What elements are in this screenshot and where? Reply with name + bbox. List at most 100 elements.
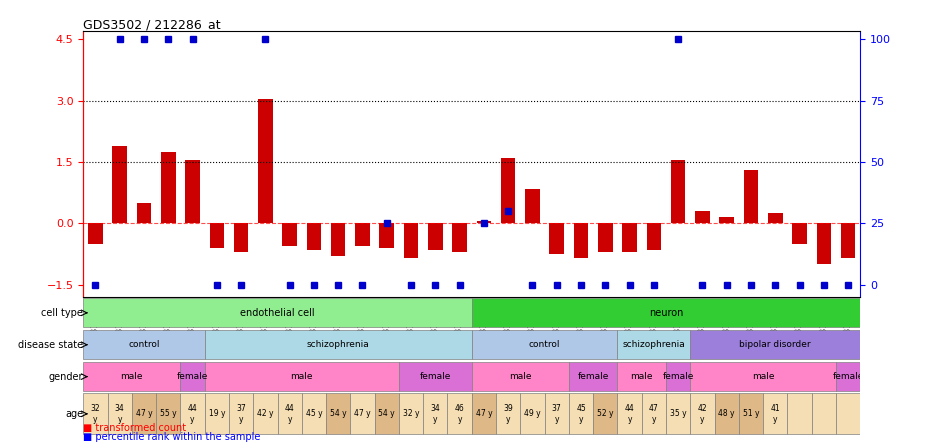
FancyBboxPatch shape — [326, 393, 351, 434]
Text: cell type: cell type — [42, 308, 83, 318]
Text: schizophrenia: schizophrenia — [623, 340, 685, 349]
Text: schizophrenia: schizophrenia — [307, 340, 370, 349]
Bar — [307, 223, 321, 250]
Text: 41
y: 41 y — [771, 404, 780, 424]
FancyBboxPatch shape — [83, 362, 180, 391]
Bar — [647, 223, 661, 250]
Bar — [549, 223, 564, 254]
Text: 44
y: 44 y — [624, 404, 635, 424]
Bar — [841, 223, 856, 258]
Text: 54 y: 54 y — [330, 409, 347, 418]
Text: 44
y: 44 y — [285, 404, 294, 424]
FancyBboxPatch shape — [545, 393, 569, 434]
Text: male: male — [120, 372, 143, 381]
FancyBboxPatch shape — [156, 393, 180, 434]
Text: 34
y: 34 y — [115, 404, 125, 424]
Text: 47
y: 47 y — [649, 404, 659, 424]
FancyBboxPatch shape — [204, 330, 472, 359]
Bar — [623, 223, 636, 252]
Bar — [282, 223, 297, 246]
FancyBboxPatch shape — [229, 393, 253, 434]
Text: 19 y: 19 y — [208, 409, 225, 418]
FancyBboxPatch shape — [375, 393, 399, 434]
Text: male: male — [752, 372, 774, 381]
Text: female: female — [662, 372, 694, 381]
FancyBboxPatch shape — [424, 393, 448, 434]
Text: bipolar disorder: bipolar disorder — [739, 340, 811, 349]
FancyBboxPatch shape — [714, 393, 739, 434]
FancyBboxPatch shape — [180, 362, 204, 391]
Text: 34
y: 34 y — [430, 404, 440, 424]
FancyBboxPatch shape — [302, 393, 326, 434]
Text: gender: gender — [49, 372, 83, 382]
Text: ■ transformed count: ■ transformed count — [83, 423, 186, 433]
Text: 47 y: 47 y — [475, 409, 492, 418]
Bar — [768, 213, 783, 223]
Bar — [501, 158, 515, 223]
FancyBboxPatch shape — [204, 393, 229, 434]
Text: 52 y: 52 y — [597, 409, 613, 418]
FancyBboxPatch shape — [472, 393, 496, 434]
FancyBboxPatch shape — [472, 362, 569, 391]
Text: 54 y: 54 y — [378, 409, 395, 418]
Bar — [234, 223, 248, 252]
Text: 45 y: 45 y — [305, 409, 322, 418]
Text: ■ percentile rank within the sample: ■ percentile rank within the sample — [83, 432, 261, 442]
FancyBboxPatch shape — [180, 393, 204, 434]
FancyBboxPatch shape — [787, 393, 812, 434]
FancyBboxPatch shape — [836, 362, 860, 391]
Text: male: male — [509, 372, 532, 381]
Text: 39
y: 39 y — [503, 404, 513, 424]
FancyBboxPatch shape — [812, 393, 836, 434]
FancyBboxPatch shape — [83, 330, 204, 359]
FancyBboxPatch shape — [618, 330, 690, 359]
Text: male: male — [290, 372, 313, 381]
Bar — [88, 223, 103, 244]
Bar — [720, 217, 734, 223]
FancyBboxPatch shape — [472, 298, 860, 327]
Text: GDS3502 / 212286_at: GDS3502 / 212286_at — [83, 18, 221, 31]
Bar — [113, 146, 127, 223]
Text: control: control — [129, 340, 160, 349]
Bar — [137, 203, 151, 223]
FancyBboxPatch shape — [618, 362, 666, 391]
FancyBboxPatch shape — [642, 393, 666, 434]
Bar — [161, 152, 176, 223]
FancyBboxPatch shape — [666, 362, 690, 391]
Text: neuron: neuron — [648, 308, 684, 318]
Bar — [574, 223, 588, 258]
Bar — [817, 223, 831, 264]
FancyBboxPatch shape — [496, 393, 520, 434]
Text: 51 y: 51 y — [743, 409, 759, 418]
FancyBboxPatch shape — [763, 393, 787, 434]
Text: 32
y: 32 y — [91, 404, 100, 424]
Text: female: female — [577, 372, 609, 381]
Text: 35 y: 35 y — [670, 409, 686, 418]
FancyBboxPatch shape — [593, 393, 618, 434]
Bar — [671, 160, 685, 223]
Bar — [355, 223, 370, 246]
Text: female: female — [177, 372, 208, 381]
FancyBboxPatch shape — [618, 393, 642, 434]
Text: 47 y: 47 y — [136, 409, 153, 418]
Text: endothelial cell: endothelial cell — [240, 308, 314, 318]
Bar — [403, 223, 418, 258]
FancyBboxPatch shape — [399, 362, 472, 391]
FancyBboxPatch shape — [253, 393, 278, 434]
FancyBboxPatch shape — [739, 393, 763, 434]
Text: disease state: disease state — [18, 340, 83, 350]
FancyBboxPatch shape — [836, 393, 860, 434]
Text: control: control — [529, 340, 561, 349]
FancyBboxPatch shape — [520, 393, 545, 434]
Bar — [598, 223, 612, 252]
Text: 47 y: 47 y — [354, 409, 371, 418]
FancyBboxPatch shape — [83, 298, 472, 327]
FancyBboxPatch shape — [83, 393, 107, 434]
Text: 45
y: 45 y — [576, 404, 586, 424]
Text: 42 y: 42 y — [257, 409, 274, 418]
Text: 44
y: 44 y — [188, 404, 197, 424]
FancyBboxPatch shape — [666, 393, 690, 434]
Text: male: male — [631, 372, 653, 381]
FancyBboxPatch shape — [399, 393, 424, 434]
FancyBboxPatch shape — [569, 393, 593, 434]
